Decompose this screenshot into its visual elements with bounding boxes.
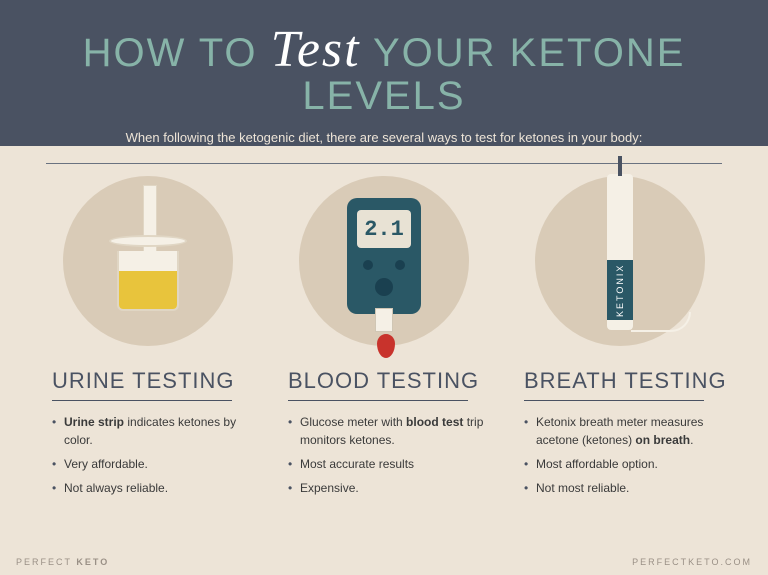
title-script: Test [271,21,361,78]
blood-drop-icon [377,334,395,358]
urine-divider [52,400,232,401]
blood-illustration: 2.1 [299,176,469,346]
list-item: Not always reliable. [52,479,258,497]
main-title: HOW TO Test YOUR KETONE LEVELS [0,24,768,116]
breath-bullets: Ketonix breath meter measures acetone (k… [510,413,730,497]
urine-title: URINE TESTING [38,368,258,394]
title-pre: HOW TO [83,31,271,75]
footer-url: PERFECTKETO.COM [632,557,752,567]
methods-row: URINE TESTING Urine strip indicates keto… [0,146,768,513]
urine-cup-icon [109,241,187,311]
header-banner: HOW TO Test YOUR KETONE LEVELS When foll… [0,0,768,146]
title-post: YOUR KETONE LEVELS [302,31,685,118]
list-item: Glucose meter with blood test trip monit… [288,413,494,449]
list-item: Expensive. [288,479,494,497]
urine-illustration [63,176,233,346]
list-item: Most accurate results [288,455,494,473]
footer-brand: PERFECT KETO [16,557,109,567]
list-item: Urine strip indicates ketones by color. [52,413,258,449]
breath-illustration: KETONIX [535,176,705,346]
breath-label: KETONIX [607,260,633,320]
list-item: Ketonix breath meter measures acetone (k… [524,413,730,449]
method-breath: KETONIX BREATH TESTING Ketonix breath me… [510,176,730,503]
list-item: Very affordable. [52,455,258,473]
method-urine: URINE TESTING Urine strip indicates keto… [38,176,258,503]
footer-bar: PERFECT KETO PERFECTKETO.COM [0,549,768,575]
method-blood: 2.1 BLOOD TESTING Glucose meter with blo… [274,176,494,503]
list-item: Not most reliable. [524,479,730,497]
breath-divider [524,400,704,401]
subtitle: When following the ketogenic diet, there… [0,130,768,145]
urine-bullets: Urine strip indicates ketones by color. … [38,413,258,497]
breath-title: BREATH TESTING [510,368,730,394]
meter-reading: 2.1 [357,210,411,248]
list-item: Most affordable option. [524,455,730,473]
breath-analyzer-icon: KETONIX [607,174,633,330]
blood-divider [288,400,468,401]
blood-title: BLOOD TESTING [274,368,494,394]
glucose-meter-icon: 2.1 [347,198,421,314]
blood-bullets: Glucose meter with blood test trip monit… [274,413,494,497]
